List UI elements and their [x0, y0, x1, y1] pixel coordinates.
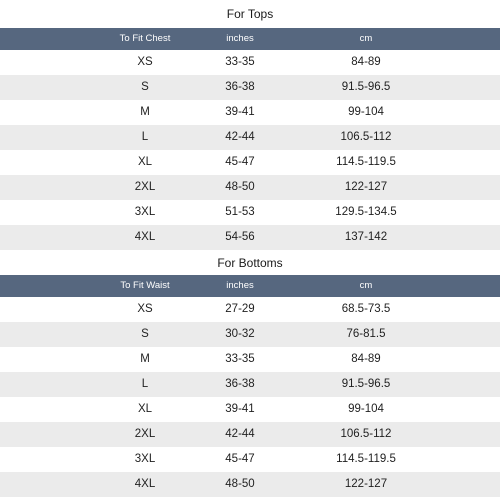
tops-header-cm: cm	[359, 33, 373, 44]
tops-header-inches: inches	[226, 33, 254, 44]
bottoms-row: 3XL 45-47 114.5-119.5	[0, 447, 500, 472]
inches-cell: 48-50	[225, 478, 255, 490]
size-cell: XS	[137, 56, 153, 68]
inches-cell: 39-41	[225, 403, 255, 415]
tops-row: L 42-44 106.5-112	[0, 125, 500, 150]
bottoms-row: L 36-38 91.5-96.5	[0, 372, 500, 397]
tops-row: S 36-38 91.5-96.5	[0, 75, 500, 100]
cm-cell: 106.5-112	[340, 131, 392, 143]
inches-cell: 33-35	[225, 353, 255, 365]
inches-cell: 33-35	[225, 56, 255, 68]
cm-cell: 129.5-134.5	[335, 206, 397, 218]
cm-cell: 99-104	[348, 106, 384, 118]
inches-cell: 48-50	[225, 181, 255, 193]
size-cell: S	[141, 81, 149, 93]
inches-cell: 42-44	[225, 428, 255, 440]
inches-cell: 42-44	[225, 131, 255, 143]
tops-header-size: To Fit Chest	[119, 33, 171, 44]
inches-cell: 45-47	[225, 156, 255, 168]
inches-cell: 30-32	[225, 328, 255, 340]
cm-cell: 137-142	[344, 231, 388, 243]
bottoms-row: XL 39-41 99-104	[0, 397, 500, 422]
bottoms-header-cm: cm	[359, 280, 373, 291]
size-cell: 3XL	[134, 206, 156, 218]
cm-cell: 122-127	[344, 478, 388, 490]
tops-header-row: To Fit Chest inches cm	[0, 28, 500, 50]
tops-row: XS 33-35 84-89	[0, 50, 500, 75]
size-cell: M	[140, 106, 150, 118]
cm-cell: 76-81.5	[346, 328, 386, 340]
size-cell: L	[141, 378, 149, 390]
bottoms-header-size: To Fit Waist	[120, 280, 170, 291]
size-cell: XL	[137, 403, 153, 415]
bottoms-row: M 33-35 84-89	[0, 347, 500, 372]
size-cell: XS	[137, 303, 153, 315]
inches-cell: 36-38	[225, 81, 255, 93]
inches-cell: 39-41	[225, 106, 255, 118]
cm-cell: 91.5-96.5	[341, 81, 391, 93]
bottoms-title: For Bottoms	[217, 256, 283, 270]
size-cell: L	[141, 131, 149, 143]
bottoms-header-inches: inches	[226, 280, 254, 291]
size-cell: 2XL	[134, 428, 156, 440]
size-cell: 4XL	[134, 231, 156, 243]
tops-row: 2XL 48-50 122-127	[0, 175, 500, 200]
cm-cell: 122-127	[344, 181, 388, 193]
tops-table: To Fit Chest inches cm XS 33-35 84-89 S 36-3…	[0, 28, 500, 250]
tops-row: M 39-41 99-104	[0, 100, 500, 125]
cm-cell: 84-89	[351, 56, 381, 68]
tops-row: XL 45-47 114.5-119.5	[0, 150, 500, 175]
size-cell: 3XL	[134, 453, 156, 465]
inches-cell: 45-47	[225, 453, 255, 465]
cm-cell: 84-89	[351, 353, 381, 365]
tops-title: For Tops	[226, 7, 274, 21]
bottoms-table: To Fit Waist inches cm XS 27-29 68.5-73.5 S…	[0, 275, 500, 497]
tops-row: 4XL 54-56 137-142	[0, 225, 500, 250]
cm-cell: 91.5-96.5	[341, 378, 391, 390]
cm-cell: 68.5-73.5	[341, 303, 391, 315]
inches-cell: 54-56	[225, 231, 255, 243]
cm-cell: 114.5-119.5	[336, 156, 396, 168]
tops-row: 3XL 51-53 129.5-134.5	[0, 200, 500, 225]
inches-cell: 36-38	[225, 378, 255, 390]
size-cell: XL	[137, 156, 153, 168]
size-cell: 2XL	[134, 181, 156, 193]
cm-cell: 114.5-119.5	[336, 453, 396, 465]
bottoms-row: 2XL 42-44 106.5-112	[0, 422, 500, 447]
inches-cell: 51-53	[225, 206, 255, 218]
cm-cell: 99-104	[348, 403, 384, 415]
bottoms-row: S 30-32 76-81.5	[0, 322, 500, 347]
bottoms-header-row: To Fit Waist inches cm	[0, 275, 500, 297]
bottoms-row: XS 27-29 68.5-73.5	[0, 297, 500, 322]
size-cell: M	[140, 353, 150, 365]
bottoms-row: 4XL 48-50 122-127	[0, 472, 500, 497]
cm-cell: 106.5-112	[340, 428, 392, 440]
size-cell: S	[141, 328, 149, 340]
size-cell: 4XL	[134, 478, 156, 490]
inches-cell: 27-29	[225, 303, 255, 315]
